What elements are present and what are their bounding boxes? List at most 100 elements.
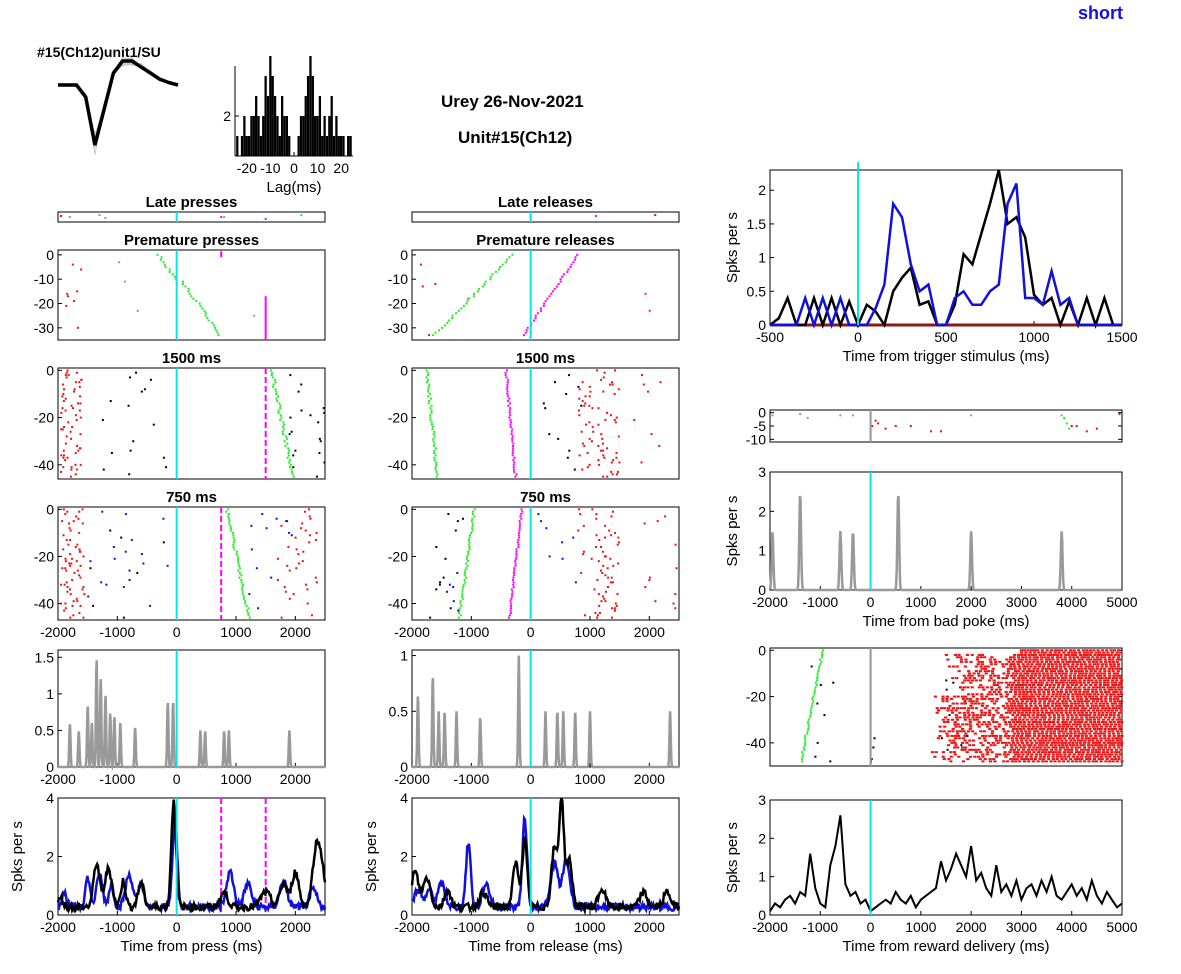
acg-bar: [335, 116, 338, 156]
raster_reward-red-spike: [973, 732, 977, 735]
raster_reward-red-spike: [1069, 725, 1073, 728]
raster_reward-red-spike: [1085, 649, 1089, 652]
raster_reward-red-spike: [1051, 721, 1056, 724]
raster_reward-red-spike: [1120, 721, 1124, 724]
raster_reward-red-spike: [1000, 695, 1004, 698]
psth_release-xtick-label: -2000: [394, 919, 430, 935]
raster_1500_press-green-spike: [274, 388, 277, 391]
raster_reward-red-spike: [991, 716, 995, 719]
raster_reward-black-spike: [810, 665, 813, 668]
raster_1500_release-green-spike: [433, 444, 436, 447]
raster_reward-red-spike: [1095, 667, 1099, 670]
raster_reward-red-spike: [1109, 700, 1113, 703]
raster_1500_press-red-spike: [74, 463, 77, 466]
psth_gray_release-xtick-label: 2000: [634, 771, 665, 787]
raster_reward-red-spike: [1119, 748, 1123, 751]
raster_750_release-green-spike: [470, 531, 473, 534]
raster_reward-green-spike: [802, 753, 805, 756]
raster_reward-red-spike: [1088, 716, 1092, 719]
raster_750_press-blue-spike: [112, 546, 115, 549]
raster_reward-red-spike: [1051, 665, 1055, 668]
raster_750_press-black-spike: [122, 616, 125, 619]
raster_reward-red-spike: [1040, 716, 1044, 719]
raster_750_press-red-spike: [72, 614, 75, 617]
raster_750_release-green-spike: [471, 524, 474, 527]
raster_750_release-red-spike: [617, 536, 620, 539]
raster_reward-red-spike: [1037, 651, 1041, 654]
raster_reward-red-spike: [1115, 704, 1119, 707]
raster_reward-red-spike: [953, 741, 957, 744]
raster_reward-red-spike: [1074, 704, 1078, 707]
raster_750_release-magenta-spike: [518, 522, 521, 525]
raster_reward-red-spike: [1020, 741, 1025, 744]
raster_reward-green-spike: [813, 690, 816, 693]
raster_reward-green-spike: [816, 674, 819, 677]
raster_reward-red-spike: [1114, 737, 1119, 740]
raster_750_release-magenta-spike: [516, 541, 519, 544]
raster_750_release-xtick-label: -1000: [453, 624, 489, 640]
acg-bar: [269, 56, 272, 156]
raster_1500_release-red-spike: [642, 383, 645, 386]
raster_reward-red-spike: [1042, 727, 1046, 730]
raster_reward-red-spike: [1103, 658, 1107, 661]
raster_reward-red-spike: [1071, 663, 1075, 666]
raster_reward-red-spike: [1064, 744, 1068, 747]
raster_reward-red-spike: [1037, 732, 1041, 735]
raster_reward-red-spike: [1066, 714, 1070, 717]
raster_750_release-red-spike: [609, 557, 612, 560]
raster_1500_press-red-spike: [78, 409, 81, 412]
raster_1500_release-red-spike: [596, 369, 599, 372]
raster_1500_release-red-spike: [583, 444, 586, 447]
raster_reward-red-spike: [1107, 667, 1112, 670]
raster_750_release-red-spike: [610, 515, 613, 518]
raster_reward-red-spike: [1109, 649, 1113, 652]
raster_reward-red-spike: [969, 660, 973, 663]
raster_reward-red-spike: [1096, 727, 1100, 730]
raster_reward-red-spike: [1068, 727, 1072, 730]
raster_reward-red-spike: [1066, 684, 1070, 687]
raster_reward-red-spike: [1102, 723, 1106, 726]
raster_reward-red-spike: [1116, 665, 1120, 668]
raster_reward-black-spike: [945, 679, 948, 682]
acg-bar: [318, 96, 322, 156]
raster_reward-red-spike: [1020, 702, 1024, 705]
raster_750_press-red-spike: [306, 588, 309, 591]
raster_reward-red-spike: [1022, 727, 1026, 730]
raster_reward-red-spike: [962, 686, 966, 689]
raster_reward-red-spike: [1057, 730, 1061, 733]
raster_reward-red-spike: [1068, 656, 1072, 659]
raster_reward-red-spike: [1091, 690, 1095, 693]
raster_750_release-red-spike: [604, 590, 607, 593]
raster_1500_press-green-spike: [286, 437, 289, 440]
raster_750_release-red-spike: [602, 564, 605, 567]
raster_reward-red-spike: [1109, 695, 1113, 698]
raster_750_release-xtick-label: 2000: [634, 624, 665, 640]
raster_reward-red-spike: [1030, 718, 1034, 721]
raster_reward-red-spike: [1075, 716, 1079, 719]
raster_reward-red-spike: [1083, 674, 1088, 677]
raster_reward-ytick-label: 0: [758, 642, 766, 658]
acg-bar: [309, 56, 312, 156]
raster_reward-red-spike: [1119, 700, 1124, 703]
raster_reward-red-spike: [1099, 695, 1104, 698]
raster_750_release-magenta-spike: [508, 614, 511, 617]
raster_reward-red-spike: [1041, 748, 1045, 751]
raster_reward-red-spike: [1071, 741, 1075, 744]
raster_750_press-green-spike: [245, 604, 248, 607]
raster_750_press-green-spike: [247, 607, 250, 610]
raster_reward-red-spike: [958, 725, 962, 728]
raster_reward-red-spike: [1106, 653, 1110, 656]
raster_reward-red-spike: [1058, 693, 1063, 696]
raster_reward-red-spike: [1117, 732, 1121, 735]
raster_reward-red-spike: [992, 684, 996, 687]
raster_1500_press-axes: 1500 ms0-20-40: [34, 350, 326, 480]
raster_reward-red-spike: [1065, 718, 1070, 721]
raster_reward-red-spike: [1042, 690, 1046, 693]
raster_reward-red-spike: [974, 751, 978, 754]
raster_750_press-red-spike: [64, 602, 67, 605]
raster_reward-red-spike: [1016, 755, 1020, 758]
raster_reward-red-spike: [1032, 751, 1036, 754]
raster_750_press-blue-spike: [166, 564, 169, 567]
raster_reward-red-spike: [975, 693, 979, 696]
raster_reward-red-spike: [1057, 744, 1061, 747]
